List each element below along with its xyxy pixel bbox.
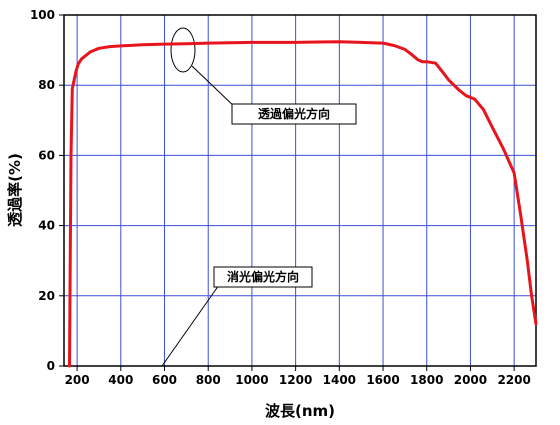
- x-tick-label: 1000: [235, 373, 268, 387]
- x-tick-label: 800: [196, 373, 221, 387]
- y-axis-title: 透過率(%): [6, 153, 24, 227]
- grid: [64, 15, 536, 366]
- annotation-leader-line: [191, 65, 239, 111]
- x-tick-label: 1200: [279, 373, 312, 387]
- x-tick-label: 1600: [366, 373, 399, 387]
- annotation-label-box: [231, 103, 357, 125]
- annotation-label-transmission: 透過偏光方向: [258, 106, 330, 121]
- plot-area-frame: [63, 14, 537, 367]
- annotation-label-extinction: 消光偏光方向: [227, 269, 299, 284]
- x-tick-label: 400: [108, 373, 133, 387]
- x-tick-label: 1400: [323, 373, 356, 387]
- annotation-leader-line: [161, 284, 220, 367]
- x-axis-title: 波長(nm): [265, 402, 335, 420]
- annotation-transmission-direction: 透過偏光方向: [170, 27, 357, 125]
- annotation-label-box: [213, 266, 313, 288]
- x-tick-label: 200: [65, 373, 90, 387]
- y-tick-label: 60: [38, 148, 55, 162]
- annotation-ellipse: [170, 27, 196, 73]
- y-tick-label: 40: [38, 219, 55, 233]
- annotation-extinction-direction: 消光偏光方向: [161, 266, 313, 367]
- y-tick-label: 80: [38, 78, 55, 92]
- x-tick-label: 1800: [410, 373, 443, 387]
- x-tick-label: 2000: [454, 373, 487, 387]
- y-tick-label: 20: [38, 289, 55, 303]
- series-line: [68, 40, 538, 368]
- y-tick-label: 0: [47, 359, 55, 373]
- x-tick-label: 600: [152, 373, 177, 387]
- y-tick-label: 100: [30, 8, 55, 22]
- axis-ticks: 200 400 600 800 1000 1200 1400 1600 1800 2000 2200…: [30, 8, 531, 387]
- x-tick-label: 2200: [497, 373, 530, 387]
